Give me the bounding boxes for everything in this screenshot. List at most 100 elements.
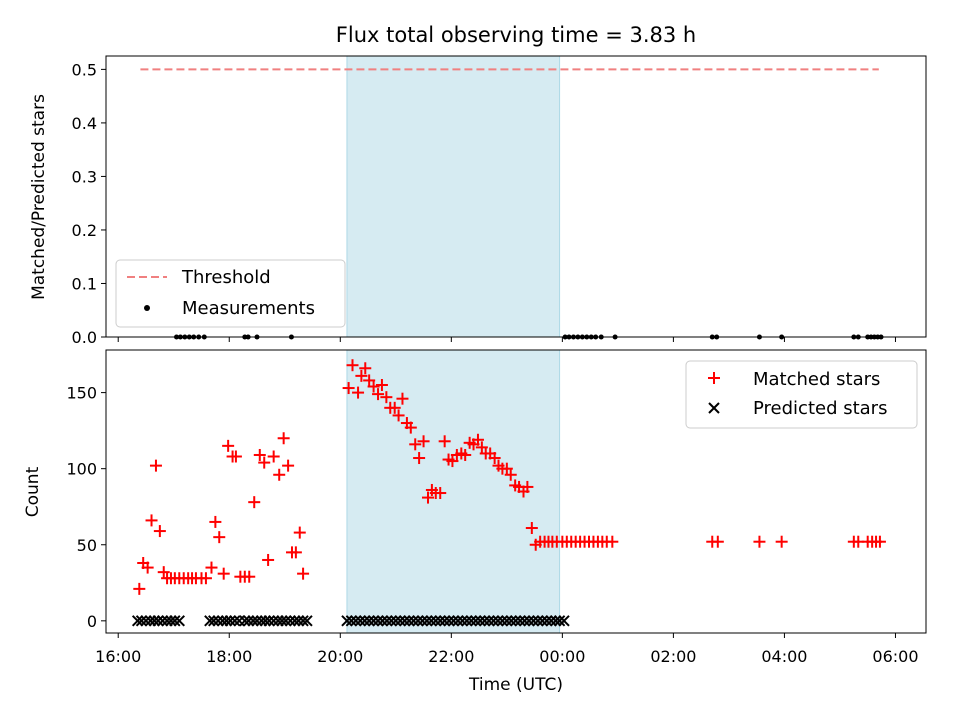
predicted-star-point	[207, 615, 220, 627]
marker-stroke	[523, 615, 535, 627]
matched-star-point	[380, 391, 393, 404]
y-tick-label: 0.1	[72, 274, 97, 293]
legend-matched-label: Matched stars	[753, 369, 880, 390]
predicted-star-point	[135, 615, 148, 627]
matched-star-point	[355, 369, 368, 382]
matched-star-point	[367, 380, 380, 393]
marker-stroke	[169, 615, 181, 627]
marker-stroke	[301, 615, 313, 627]
marker-stroke	[148, 615, 161, 627]
marker-stroke	[239, 615, 251, 627]
y-tick-label: 100	[66, 460, 97, 479]
matched-star-point	[199, 572, 212, 585]
predicted-star-point	[220, 615, 233, 627]
matched-star-point	[525, 522, 538, 535]
predicted-star-point	[416, 615, 429, 627]
marker-stroke	[292, 615, 305, 627]
y-tick-label: 50	[77, 536, 97, 555]
marker-stroke	[553, 615, 566, 627]
matched-star-point	[217, 567, 230, 580]
marker-stroke	[212, 615, 224, 627]
predicted-star-point	[363, 615, 375, 627]
predicted-star-point	[407, 615, 420, 627]
marker-stroke	[259, 615, 272, 627]
marker-stroke	[372, 615, 384, 627]
marker-stroke	[496, 615, 509, 627]
predicted-star-point	[156, 615, 169, 627]
matched-star-point	[459, 448, 472, 461]
marker-stroke	[536, 615, 549, 627]
marker-stroke	[224, 615, 237, 627]
predicted-star-point	[514, 615, 526, 627]
predicted-star-point	[553, 615, 566, 627]
predicted-star-point	[447, 615, 460, 627]
marker-stroke	[478, 615, 491, 627]
marker-stroke	[483, 615, 495, 627]
matched-star-point	[267, 450, 280, 463]
matched-star-point	[277, 432, 290, 445]
predicted-star-point	[359, 615, 371, 627]
marker-stroke	[527, 615, 540, 627]
matched-star-point	[359, 362, 372, 375]
legend-predicted-swatch	[708, 402, 720, 414]
predicted-star-point	[251, 615, 263, 627]
predicted-star-point	[425, 615, 438, 627]
matched-star-point	[293, 526, 306, 539]
marker-stroke	[263, 615, 275, 627]
marker-stroke	[140, 615, 152, 627]
observing-window-top	[346, 55, 561, 338]
matched-star-point	[141, 561, 154, 574]
x-tick-label: 20:00	[317, 647, 363, 666]
marker-stroke	[545, 615, 557, 627]
marker-stroke	[152, 615, 164, 627]
predicted-star-point	[345, 615, 358, 627]
predicted-star-point	[465, 615, 478, 627]
matched-star-point	[248, 496, 261, 509]
matched-star-point	[500, 462, 513, 475]
count-axes-frame	[105, 349, 927, 634]
predicted-star-point	[376, 615, 389, 627]
predicted-star-point	[276, 615, 288, 627]
x-tick-label: 00:00	[539, 647, 585, 666]
marker-stroke	[156, 615, 169, 627]
predicted-star-point	[461, 615, 473, 627]
marker-stroke	[173, 615, 185, 627]
predicted-star-point	[398, 615, 411, 627]
matched-star-point	[258, 456, 271, 469]
predicted-star-point	[430, 615, 442, 627]
matched-star-point	[409, 438, 422, 451]
predicted-star-point	[474, 615, 486, 627]
x-axis-label: Time (UTC)	[468, 675, 563, 695]
marker-stroke	[247, 615, 259, 627]
predicted-star-point	[212, 615, 224, 627]
predicted-star-point	[152, 615, 164, 627]
marker-stroke	[251, 615, 263, 627]
predicted-star-point	[470, 615, 482, 627]
predicted-star-point	[501, 615, 513, 627]
predicted-star-point	[341, 615, 353, 627]
predicted-star-point	[148, 615, 161, 627]
marker-stroke	[135, 615, 148, 627]
y-tick-label: 0.3	[72, 167, 97, 186]
marker-stroke	[376, 615, 389, 627]
marker-stroke	[518, 615, 531, 627]
matched-star-point	[149, 459, 162, 472]
predicted-star-point	[510, 615, 522, 627]
matched-star-point	[422, 491, 435, 504]
matched-star-point	[243, 570, 256, 583]
matched-star-point	[229, 450, 242, 463]
matched-star-point	[289, 546, 302, 559]
matched-star-point	[209, 515, 222, 528]
x-tick-label: 06:00	[872, 647, 918, 666]
predicted-star-point	[536, 615, 549, 627]
predicted-star-point	[545, 615, 557, 627]
marker-stroke	[501, 615, 513, 627]
matched-star-point	[372, 388, 385, 401]
predicted-star-point	[421, 615, 433, 627]
matched-star-point	[471, 433, 484, 446]
predicted-star-point	[523, 615, 535, 627]
marker-stroke	[407, 615, 420, 627]
predicted-star-point	[438, 615, 451, 627]
matched-star-point	[475, 441, 488, 454]
